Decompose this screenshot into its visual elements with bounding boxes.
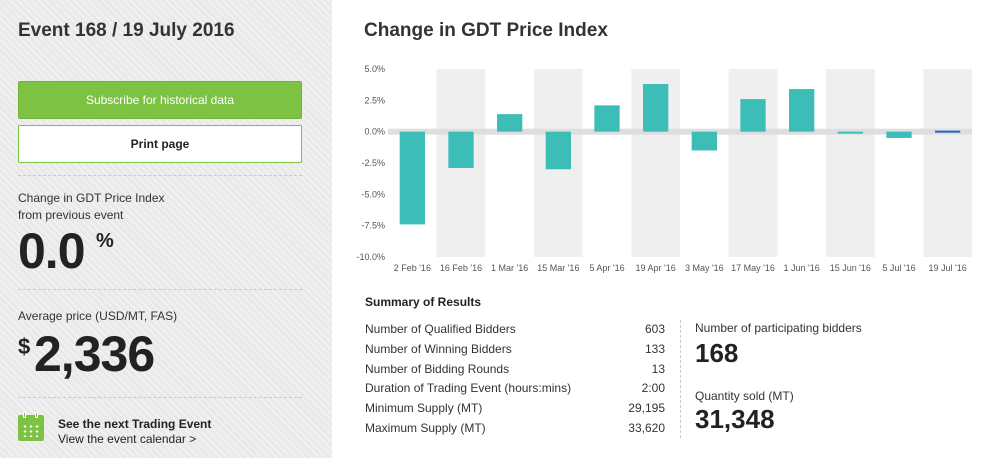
x-tick-label: 19 Apr '16: [636, 263, 676, 273]
divider: [18, 175, 302, 176]
print-page-button[interactable]: Print page: [18, 125, 302, 163]
price-index-change-label: Change in GDT Price Index from previous …: [18, 190, 165, 224]
event-calendar-link[interactable]: View the event calendar >: [58, 432, 197, 446]
x-tick-label: 3 May '16: [685, 263, 724, 273]
bar[interactable]: [789, 89, 815, 132]
divider: [18, 397, 302, 398]
chart-title: Change in GDT Price Index: [364, 20, 608, 41]
y-tick-label: -10.0%: [356, 252, 385, 262]
bar[interactable]: [497, 114, 523, 132]
summary-row-label: Number of Bidding Rounds: [365, 361, 510, 376]
summary-row-value: 133: [644, 341, 665, 356]
bar[interactable]: [935, 130, 961, 133]
x-tick-label: 15 Mar '16: [537, 263, 579, 273]
price-index-change-unit: %: [96, 230, 114, 252]
x-tick-label: 2 Feb '16: [394, 263, 431, 273]
summary-row-label: Minimum Supply (MT): [365, 401, 483, 416]
summary-row: Number of Bidding Rounds 13: [365, 362, 665, 378]
x-tick-label: 5 Apr '16: [589, 263, 624, 273]
y-tick-label: -7.5%: [361, 221, 385, 231]
chart-band: [728, 69, 778, 257]
summary-row: Minimum Supply (MT) 29,195: [365, 401, 665, 417]
quantity-sold-value: 31,348: [695, 404, 775, 434]
price-index-chart: 5.0% 2.5% 0.0% -2.5% -5.0% -7.5% -10.0% 2 Feb '…: [356, 64, 972, 273]
summary-row-label: Maximum Supply (MT): [365, 421, 486, 435]
bar[interactable]: [691, 131, 717, 151]
participating-bidders-label: Number of participating bidders: [695, 321, 862, 335]
bar[interactable]: [740, 99, 766, 132]
price-index-change-label-line2: from previous event: [18, 208, 124, 222]
x-tick-label: 15 Jun '16: [830, 263, 871, 273]
bar[interactable]: [545, 131, 571, 170]
average-price-label: Average price (USD/MT, FAS): [18, 309, 178, 323]
summary-row: Duration of Trading Event (hours:mins) 2:…: [365, 381, 665, 397]
price-index-change-value: 0.0: [18, 223, 86, 279]
next-event-title: See the next Trading Event: [58, 417, 212, 431]
summary-row: Number of Winning Bidders 133: [365, 342, 665, 358]
average-price-value: 2,336: [34, 326, 155, 382]
price-index-change-label-line1: Change in GDT Price Index: [18, 191, 165, 205]
summary-row-value: 2:00: [641, 381, 665, 396]
quantity-sold-label: Quantity sold (MT): [695, 389, 794, 403]
event-sidebar: Event 168 / 19 July 2016 Subscribe for h…: [0, 0, 332, 458]
average-price-currency: $: [18, 334, 31, 359]
y-tick-label: -2.5%: [361, 158, 385, 168]
y-tick-label: 5.0%: [364, 64, 385, 74]
summary-row: Maximum Supply (MT) 33,620: [365, 421, 665, 437]
divider: [18, 289, 302, 290]
y-tick-label: 2.5%: [364, 95, 385, 105]
event-title: Event 168 / 19 July 2016: [18, 20, 235, 41]
zero-line: [388, 128, 972, 135]
bar[interactable]: [399, 131, 425, 225]
summary-row: Number of Qualified Bidders 603: [365, 322, 665, 338]
summary-row-label: Number of Qualified Bidders: [365, 322, 516, 336]
x-tick-label: 1 Mar '16: [491, 263, 528, 273]
x-tick-label: 5 Jul '16: [882, 263, 915, 273]
bar[interactable]: [837, 131, 863, 134]
summary-row-value: 29,195: [628, 401, 665, 416]
x-tick-label: 17 May '16: [731, 263, 775, 273]
summary-title: Summary of Results: [365, 295, 482, 309]
chart-band: [826, 69, 875, 257]
x-tick-label: 19 Jul '16: [929, 263, 967, 273]
participating-bidders-value: 168: [695, 338, 739, 368]
bar[interactable]: [886, 131, 912, 138]
chart-band: [923, 69, 972, 257]
summary-row-label: Number of Winning Bidders: [365, 341, 512, 356]
bar[interactable]: [594, 105, 620, 132]
summary-row-value: 33,620: [628, 421, 665, 435]
bar[interactable]: [643, 84, 669, 132]
summary-row-value: 603: [644, 322, 665, 336]
summary-row-value: 13: [651, 361, 665, 376]
calendar-icon[interactable]: [18, 412, 44, 441]
summary-row-label: Duration of Trading Event (hours:mins): [365, 381, 572, 396]
subscribe-button[interactable]: Subscribe for historical data: [18, 81, 302, 119]
x-tick-label: 16 Feb '16: [440, 263, 482, 273]
bar[interactable]: [448, 131, 474, 169]
y-tick-label: 0.0%: [364, 127, 385, 137]
summary-divider: [680, 320, 681, 438]
x-tick-label: 1 Jun '16: [784, 263, 820, 273]
y-tick-label: -5.0%: [361, 189, 385, 199]
